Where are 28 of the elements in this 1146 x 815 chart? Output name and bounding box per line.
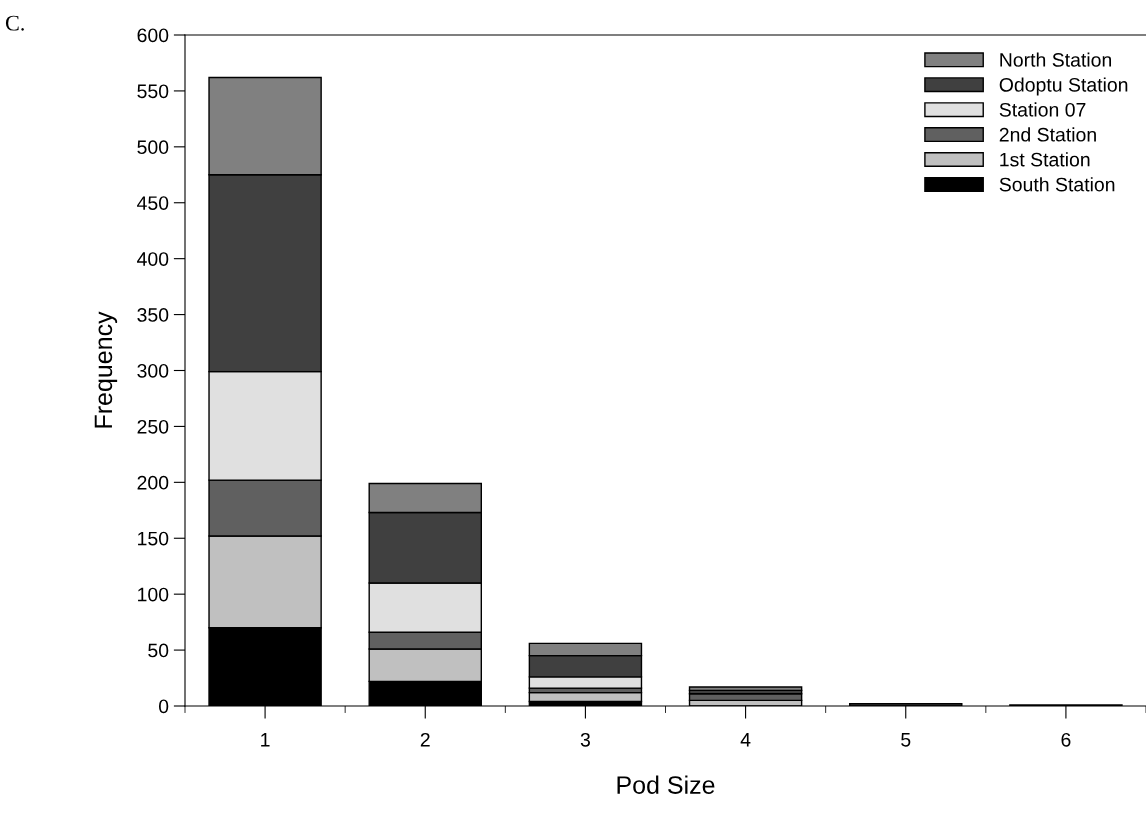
legend-label: 1st Station	[1000, 152, 1090, 167]
y-tick-label: 350	[137, 308, 169, 322]
x-tick-label: 1	[261, 733, 270, 747]
y-tick-label: 200	[137, 475, 169, 490]
y-axis-title: Frequency	[94, 311, 118, 428]
x-tick-label: 2	[420, 732, 430, 747]
y-tick-label: 600	[137, 28, 169, 43]
x-tick-label: 4	[740, 733, 751, 747]
y-tick-label: 300	[137, 363, 169, 378]
y-tick-label: 550	[137, 84, 169, 99]
legend-label: Station 07	[999, 102, 1086, 117]
x-tick-label: 6	[1061, 732, 1071, 747]
legend-label: 2nd Station	[999, 127, 1096, 142]
y-tick-label: 100	[138, 587, 169, 602]
text: C.	[5, 15, 24, 31]
y-tick-label: 500	[137, 140, 169, 155]
legend-label: North Station	[1000, 52, 1112, 67]
legend-label: South Station	[999, 177, 1115, 192]
y-tick-label: 250	[137, 419, 169, 434]
legend-label: Odoptu Station	[999, 77, 1128, 96]
x-tick-label: 3	[580, 732, 590, 747]
x-tick-label: 5	[901, 733, 911, 747]
y-tick-label: 400	[137, 252, 169, 266]
y-tick-label: 50	[148, 643, 169, 658]
x-axis-title: Pod Size	[617, 775, 715, 794]
y-tick-label: 0	[158, 699, 169, 714]
y-tick-label: 150	[138, 531, 169, 546]
y-tick-label: 450	[137, 196, 169, 210]
